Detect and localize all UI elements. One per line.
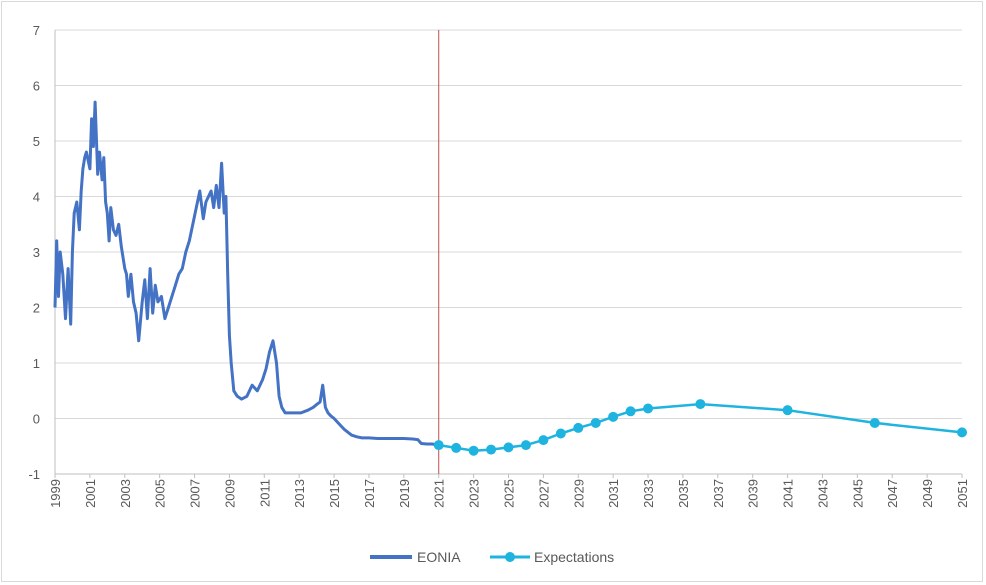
data-point-expectations [573,422,584,433]
data-point-expectations [957,427,967,438]
y-tick-label: 6 [33,79,40,94]
legend-eonia-label: EONIA [417,549,461,565]
y-tick-label: 7 [33,23,40,38]
y-tick-label: 3 [33,245,40,260]
x-tick-label: 2023 [467,479,482,508]
data-point-expectations [695,399,706,410]
data-point-expectations [590,417,601,428]
x-tick-label: 2049 [920,479,935,508]
x-tick-label: 2011 [257,479,272,507]
y-tick-label: 1 [33,356,40,371]
legend-expectations-marker [505,552,515,562]
y-axis: -1 0 1 2 3 4 5 6 7 [28,23,56,482]
data-point-expectations [433,440,444,451]
legend: EONIA Expectations [370,549,614,565]
data-point-expectations [503,442,514,453]
x-tick-label: 2015 [327,479,342,508]
x-tick-label: 2035 [676,479,691,508]
x-tick-label: 2013 [292,479,307,508]
series-line-expectations [438,402,963,452]
x-tick-label: 2043 [815,479,830,508]
data-point-expectations [869,417,880,428]
data-point-expectations [468,445,479,456]
x-axis: 1999 2001 2003 2005 2007 2009 2011 2013 2015 2017… [48,473,970,508]
y-tick-label: 5 [33,134,40,149]
x-tick-label: 2037 [711,479,726,508]
y-tick-label: 0 [33,412,40,427]
y-tick-label: 2 [33,301,40,316]
x-tick-label: 2003 [118,479,133,508]
y-tick-label: -1 [28,467,40,482]
x-tick-label: 2009 [222,479,237,508]
data-point-expectations [520,440,531,451]
x-tick-label: 2025 [502,479,517,508]
data-point-expectations [643,403,654,414]
gridlines [55,29,962,475]
x-tick-label: 2033 [641,479,656,508]
x-tick-label: 2027 [536,479,551,508]
data-point-expectations [782,405,793,416]
x-tick-label: 2031 [606,479,621,508]
x-tick-label: 2005 [153,479,168,508]
x-tick-label: 2045 [850,479,865,508]
x-tick-label: 2039 [746,479,761,508]
series-line-eonia [53,100,438,447]
x-tick-label: 2051 [955,479,970,508]
data-point-expectations [625,406,636,417]
legend-expectations-label: Expectations [534,549,614,565]
data-point-expectations [555,428,566,439]
data-point-expectations [608,411,619,422]
x-tick-label: 2017 [362,479,377,508]
x-tick-label: 2029 [571,479,586,508]
y-tick-label: 4 [33,190,40,205]
x-tick-label: 2041 [781,479,796,508]
x-tick-label: 2047 [885,479,900,508]
data-point-expectations [451,442,462,453]
x-tick-label: 1999 [48,479,63,508]
x-tick-label: 2021 [432,479,447,508]
series-layer [53,100,967,456]
data-point-expectations [538,435,549,446]
x-tick-label: 2019 [397,479,412,508]
x-tick-label: 2007 [188,479,203,508]
x-tick-label: 2001 [83,479,98,508]
data-point-expectations [486,444,497,455]
